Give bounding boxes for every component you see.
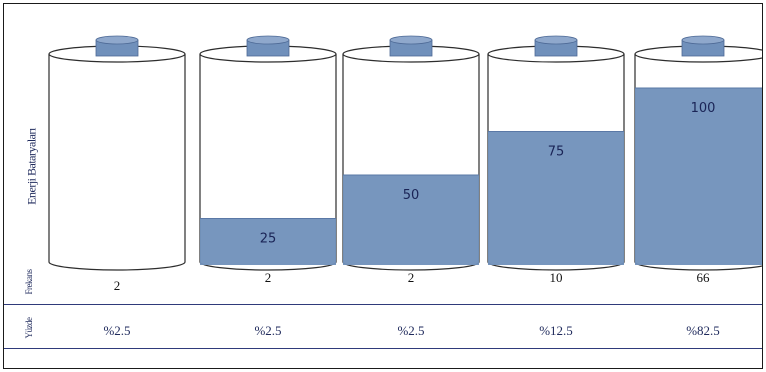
frequency-value: 2: [265, 270, 272, 285]
battery-cap-top: [681, 35, 725, 45]
battery-value-label: 50: [403, 188, 420, 203]
battery-level-bar: [635, 88, 762, 265]
y-axis-label: Enerji Bataryaları: [24, 128, 39, 205]
percentage-row-label: Yüzde: [24, 317, 34, 339]
battery-body: [48, 54, 186, 271]
percentage-value: %2.5: [397, 323, 424, 338]
battery-level-bar: [200, 218, 336, 265]
frequency-value: 2: [408, 270, 415, 285]
row-divider-top: [4, 304, 762, 305]
percentage-value: %2.5: [254, 323, 281, 338]
battery-chart: 2 %2.5 25 2 %2.5 50 2 %2.5 75 10 %12.5 100 66 %82.5: [48, 35, 762, 338]
frequency-value: 2: [114, 278, 121, 293]
frequency-value: 66: [697, 270, 711, 285]
battery-cap-top: [95, 35, 139, 45]
battery-value-label: 25: [260, 232, 277, 247]
battery-value-label: 100: [691, 101, 716, 116]
row-divider-bottom: [4, 348, 762, 349]
battery-cap-top: [389, 35, 433, 45]
percentage-value: %82.5: [686, 323, 720, 338]
chart-frame: 2 %2.5 25 2 %2.5 50 2 %2.5 75 10 %12.5 100 66 %82.5 E…: [3, 3, 763, 369]
frequency-row-label: Frekans: [24, 269, 34, 295]
battery-body: [199, 54, 337, 271]
battery-level-bar: [343, 175, 479, 265]
percentage-value: %12.5: [539, 323, 573, 338]
battery-value-label: 75: [548, 145, 565, 160]
percentage-value: %2.5: [103, 323, 130, 338]
frequency-value: 10: [550, 270, 563, 285]
battery-cap-top: [534, 35, 578, 45]
battery-cap-top: [246, 35, 290, 45]
battery-level-bar: [488, 131, 624, 265]
